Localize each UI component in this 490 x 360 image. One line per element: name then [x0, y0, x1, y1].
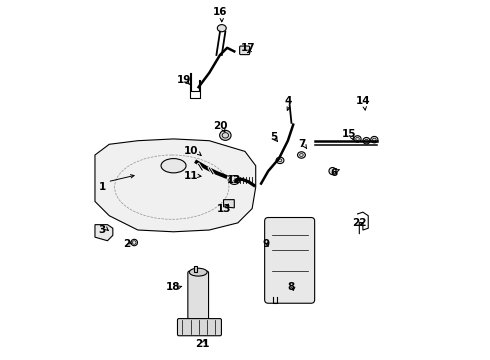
Ellipse shape: [371, 136, 378, 143]
Text: 10: 10: [184, 147, 198, 157]
Polygon shape: [194, 266, 197, 272]
Text: 1: 1: [98, 182, 106, 192]
Text: 20: 20: [213, 121, 227, 131]
Text: 9: 9: [263, 239, 270, 249]
Text: 15: 15: [342, 129, 356, 139]
Text: 16: 16: [213, 7, 227, 17]
Polygon shape: [223, 200, 234, 208]
Text: 17: 17: [241, 43, 256, 53]
Text: 11: 11: [184, 171, 198, 181]
Text: 4: 4: [284, 96, 292, 107]
FancyBboxPatch shape: [240, 46, 249, 55]
Ellipse shape: [329, 167, 336, 175]
Ellipse shape: [363, 138, 370, 144]
Text: 19: 19: [177, 75, 192, 85]
Ellipse shape: [189, 268, 207, 276]
Text: 21: 21: [195, 339, 209, 349]
Ellipse shape: [131, 239, 138, 246]
PathPatch shape: [95, 139, 256, 232]
Ellipse shape: [229, 176, 240, 184]
Ellipse shape: [220, 130, 231, 140]
FancyBboxPatch shape: [265, 217, 315, 303]
Ellipse shape: [354, 136, 361, 142]
Text: 7: 7: [298, 139, 306, 149]
Ellipse shape: [218, 24, 226, 32]
Ellipse shape: [297, 152, 305, 158]
Ellipse shape: [161, 158, 186, 173]
Text: 14: 14: [356, 96, 370, 107]
Text: 3: 3: [98, 225, 106, 235]
Text: 13: 13: [216, 203, 231, 213]
Text: 2: 2: [123, 239, 131, 249]
Text: 22: 22: [352, 218, 367, 228]
Text: 6: 6: [331, 168, 338, 178]
Text: 12: 12: [227, 175, 242, 185]
PathPatch shape: [95, 225, 113, 241]
FancyBboxPatch shape: [188, 271, 209, 323]
Text: 8: 8: [288, 282, 295, 292]
Text: 5: 5: [270, 132, 277, 142]
Ellipse shape: [276, 157, 284, 163]
Text: 18: 18: [166, 282, 181, 292]
FancyBboxPatch shape: [177, 319, 221, 336]
